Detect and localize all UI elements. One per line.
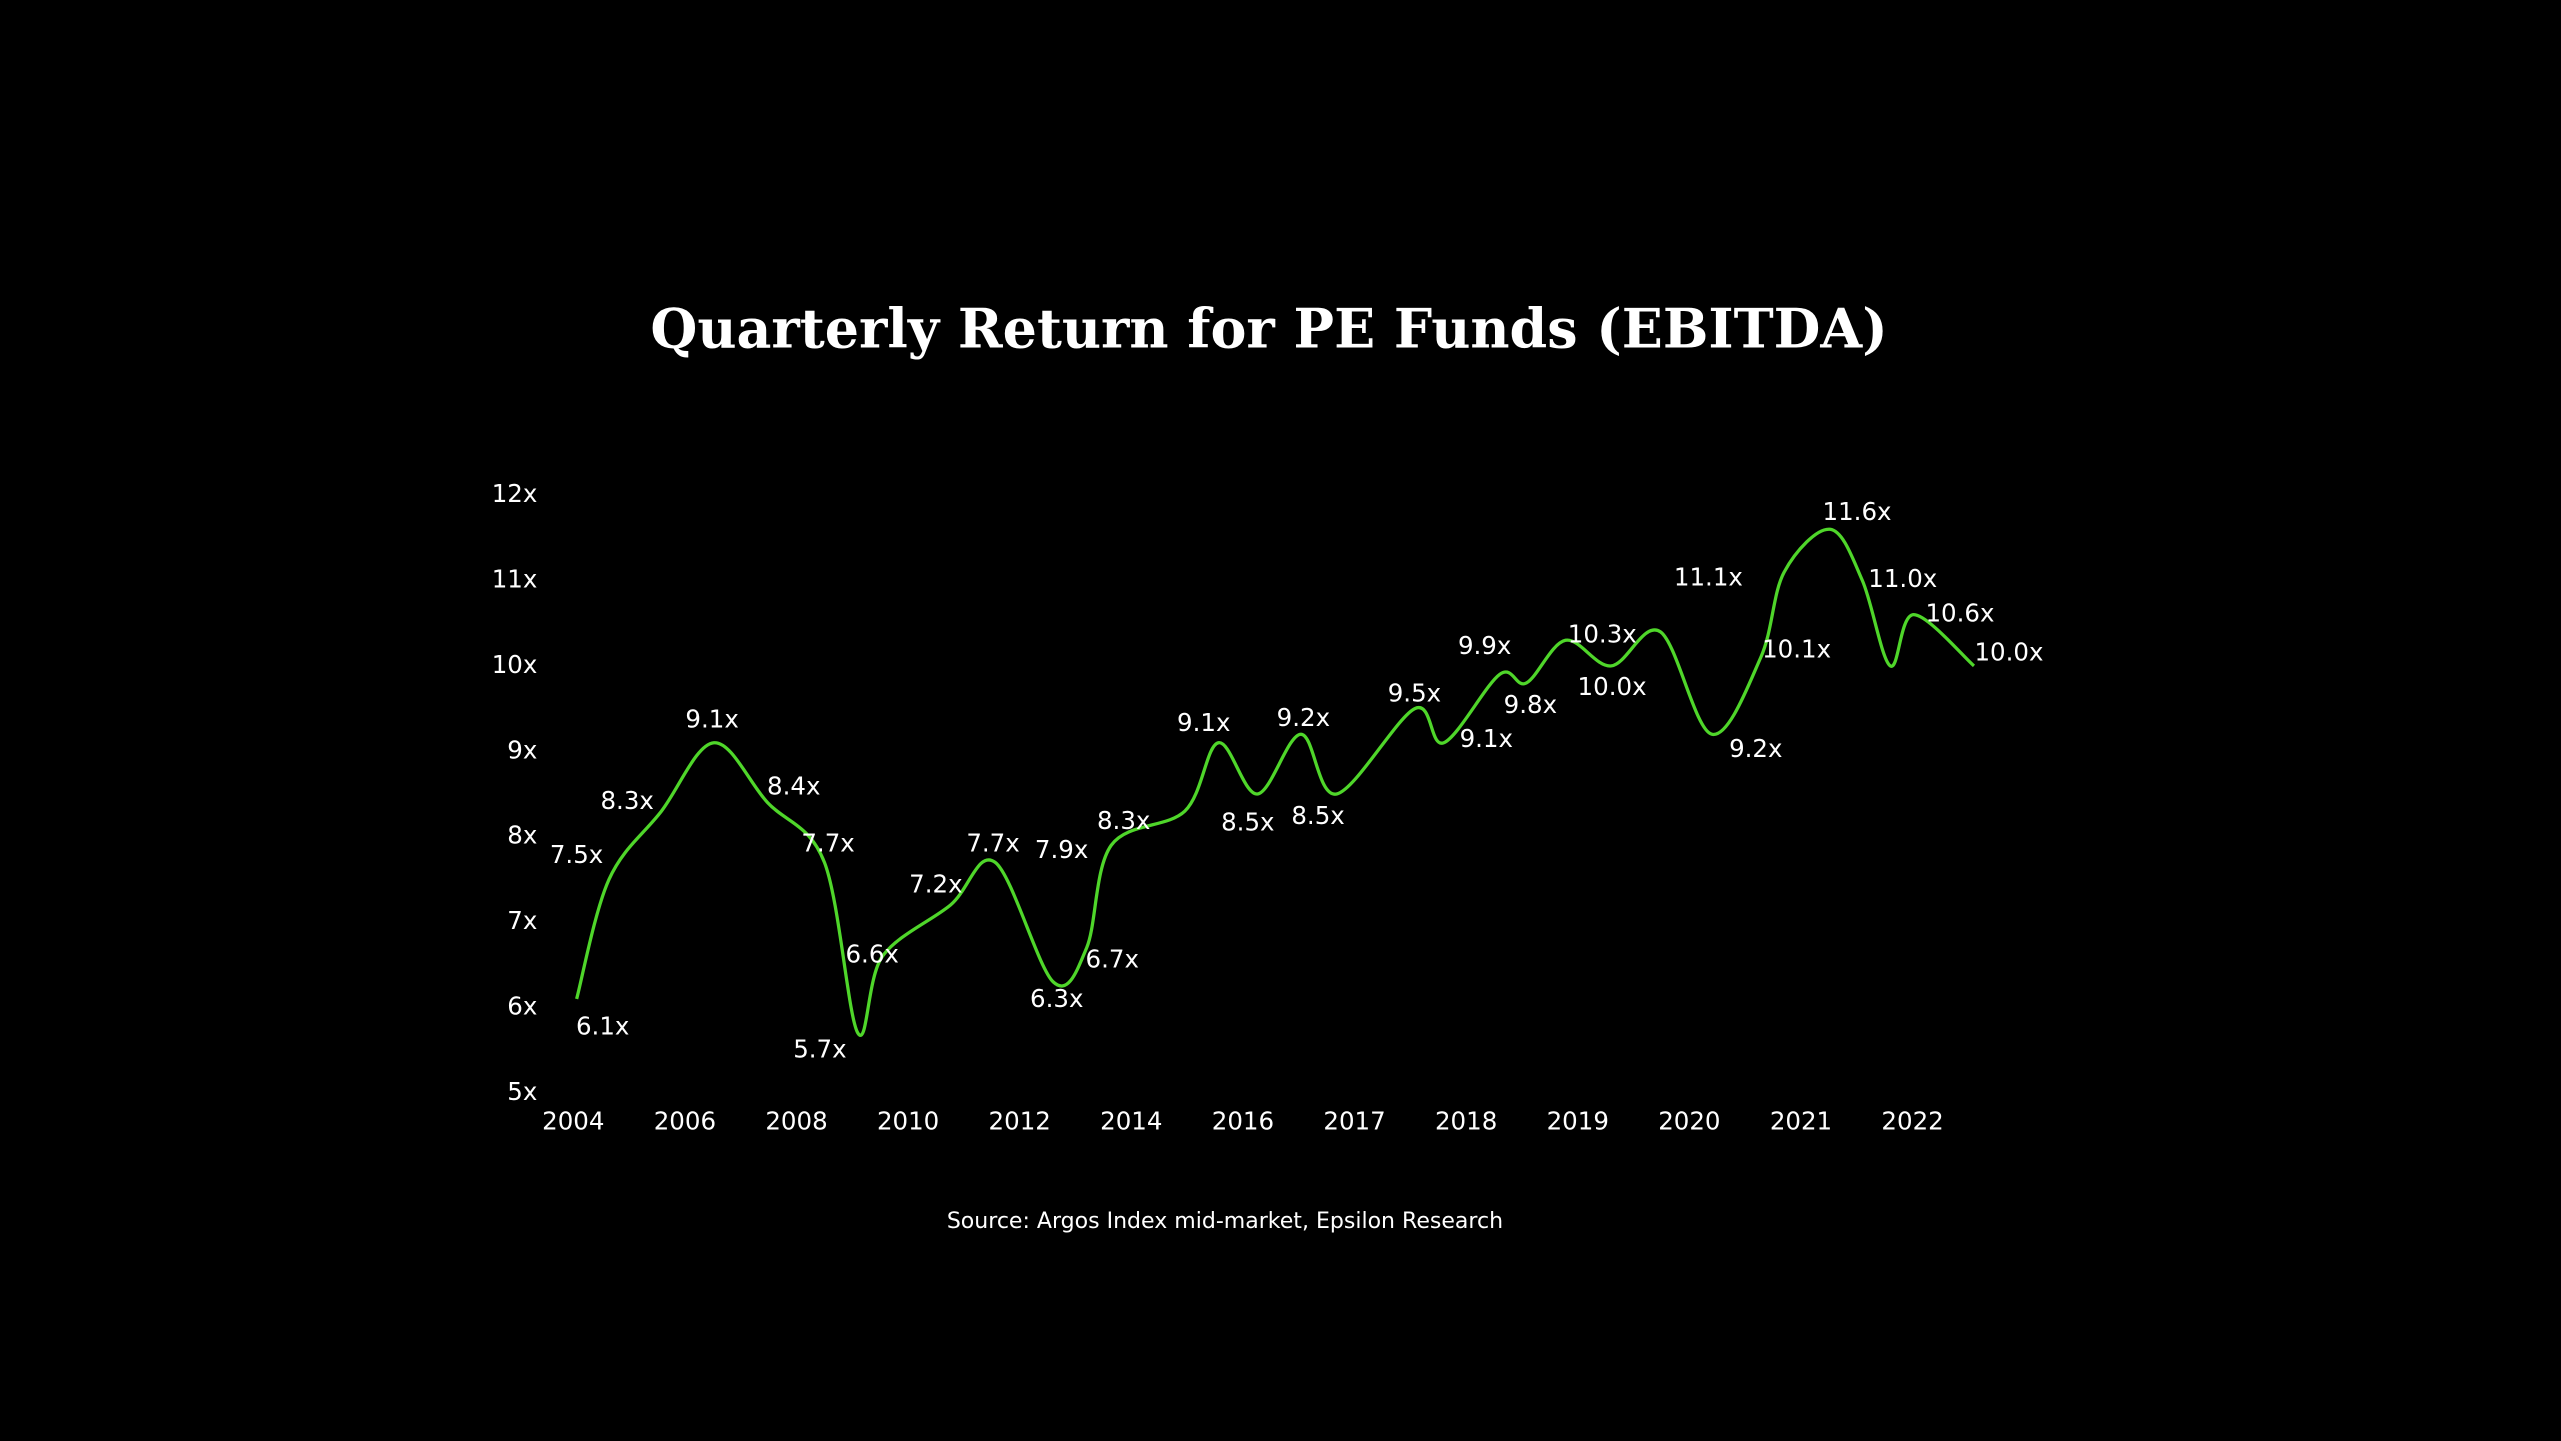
y-tick-label: 5x [507,1077,537,1106]
value-label: 5.7x [793,1034,846,1063]
value-label: 9.1x [1460,724,1513,753]
x-tick-label: 2008 [765,1106,827,1135]
value-label: 6.7x [1086,945,1139,974]
x-tick-label: 2017 [1323,1106,1385,1135]
data-line [575,527,1976,1037]
value-label: 8.5x [1221,807,1274,836]
value-label: 11.1x [1674,562,1743,591]
value-label: 10.3x [1568,620,1637,649]
x-tick-label: 2010 [877,1106,939,1135]
y-tick-label: 11x [492,565,538,594]
value-label: 8.5x [1291,801,1344,830]
value-label: 9.9x [1458,631,1511,660]
value-label: 6.3x [1030,984,1083,1013]
x-tick-label: 2020 [1658,1106,1720,1135]
value-label: 7.7x [966,829,1019,858]
x-tick-label: 2006 [654,1106,716,1135]
chart-title: Quarterly Return for PE Funds (EBITDA) [650,297,1887,361]
value-label: 9.5x [1388,678,1441,707]
value-label: 11.0x [1868,564,1937,593]
x-tick-label: 2004 [542,1106,604,1135]
value-label: 8.4x [767,771,820,800]
x-tick-label: 2012 [989,1106,1051,1135]
y-tick-label: 12x [492,479,538,508]
value-label: 9.1x [1177,708,1230,737]
value-label: 11.6x [1823,497,1892,526]
value-label: 8.3x [600,786,653,815]
x-tick-label: 2016 [1212,1106,1274,1135]
source-note: Source: Argos Index mid-market, Epsilon … [947,1209,1503,1234]
value-label: 10.0x [1578,672,1647,701]
y-tick-label: 6x [507,991,537,1020]
value-label: 6.6x [845,940,898,969]
value-label: 10.0x [1974,638,2043,667]
value-label: 9.2x [1277,703,1330,732]
value-label: 10.6x [1925,598,1994,627]
y-tick-label: 10x [492,650,538,679]
x-tick-label: 2022 [1881,1106,1943,1135]
value-label: 10.1x [1762,634,1831,663]
x-tick-label: 2018 [1435,1106,1497,1135]
x-tick-label: 2019 [1547,1106,1609,1135]
x-tick-label: 2014 [1100,1106,1162,1135]
value-label: 7.2x [909,869,962,898]
value-label: 9.2x [1729,734,1782,763]
value-label: 9.1x [685,705,738,734]
y-tick-label: 9x [507,735,537,764]
value-label: 8.3x [1097,806,1150,835]
value-label: 7.9x [1035,835,1088,864]
value-label: 6.1x [576,1012,629,1041]
value-label: 9.8x [1504,690,1557,719]
value-label: 7.7x [801,829,854,858]
y-tick-label: 7x [507,906,537,935]
value-label: 7.5x [550,840,603,869]
x-tick-label: 2021 [1770,1106,1832,1135]
y-tick-label: 8x [507,821,537,850]
